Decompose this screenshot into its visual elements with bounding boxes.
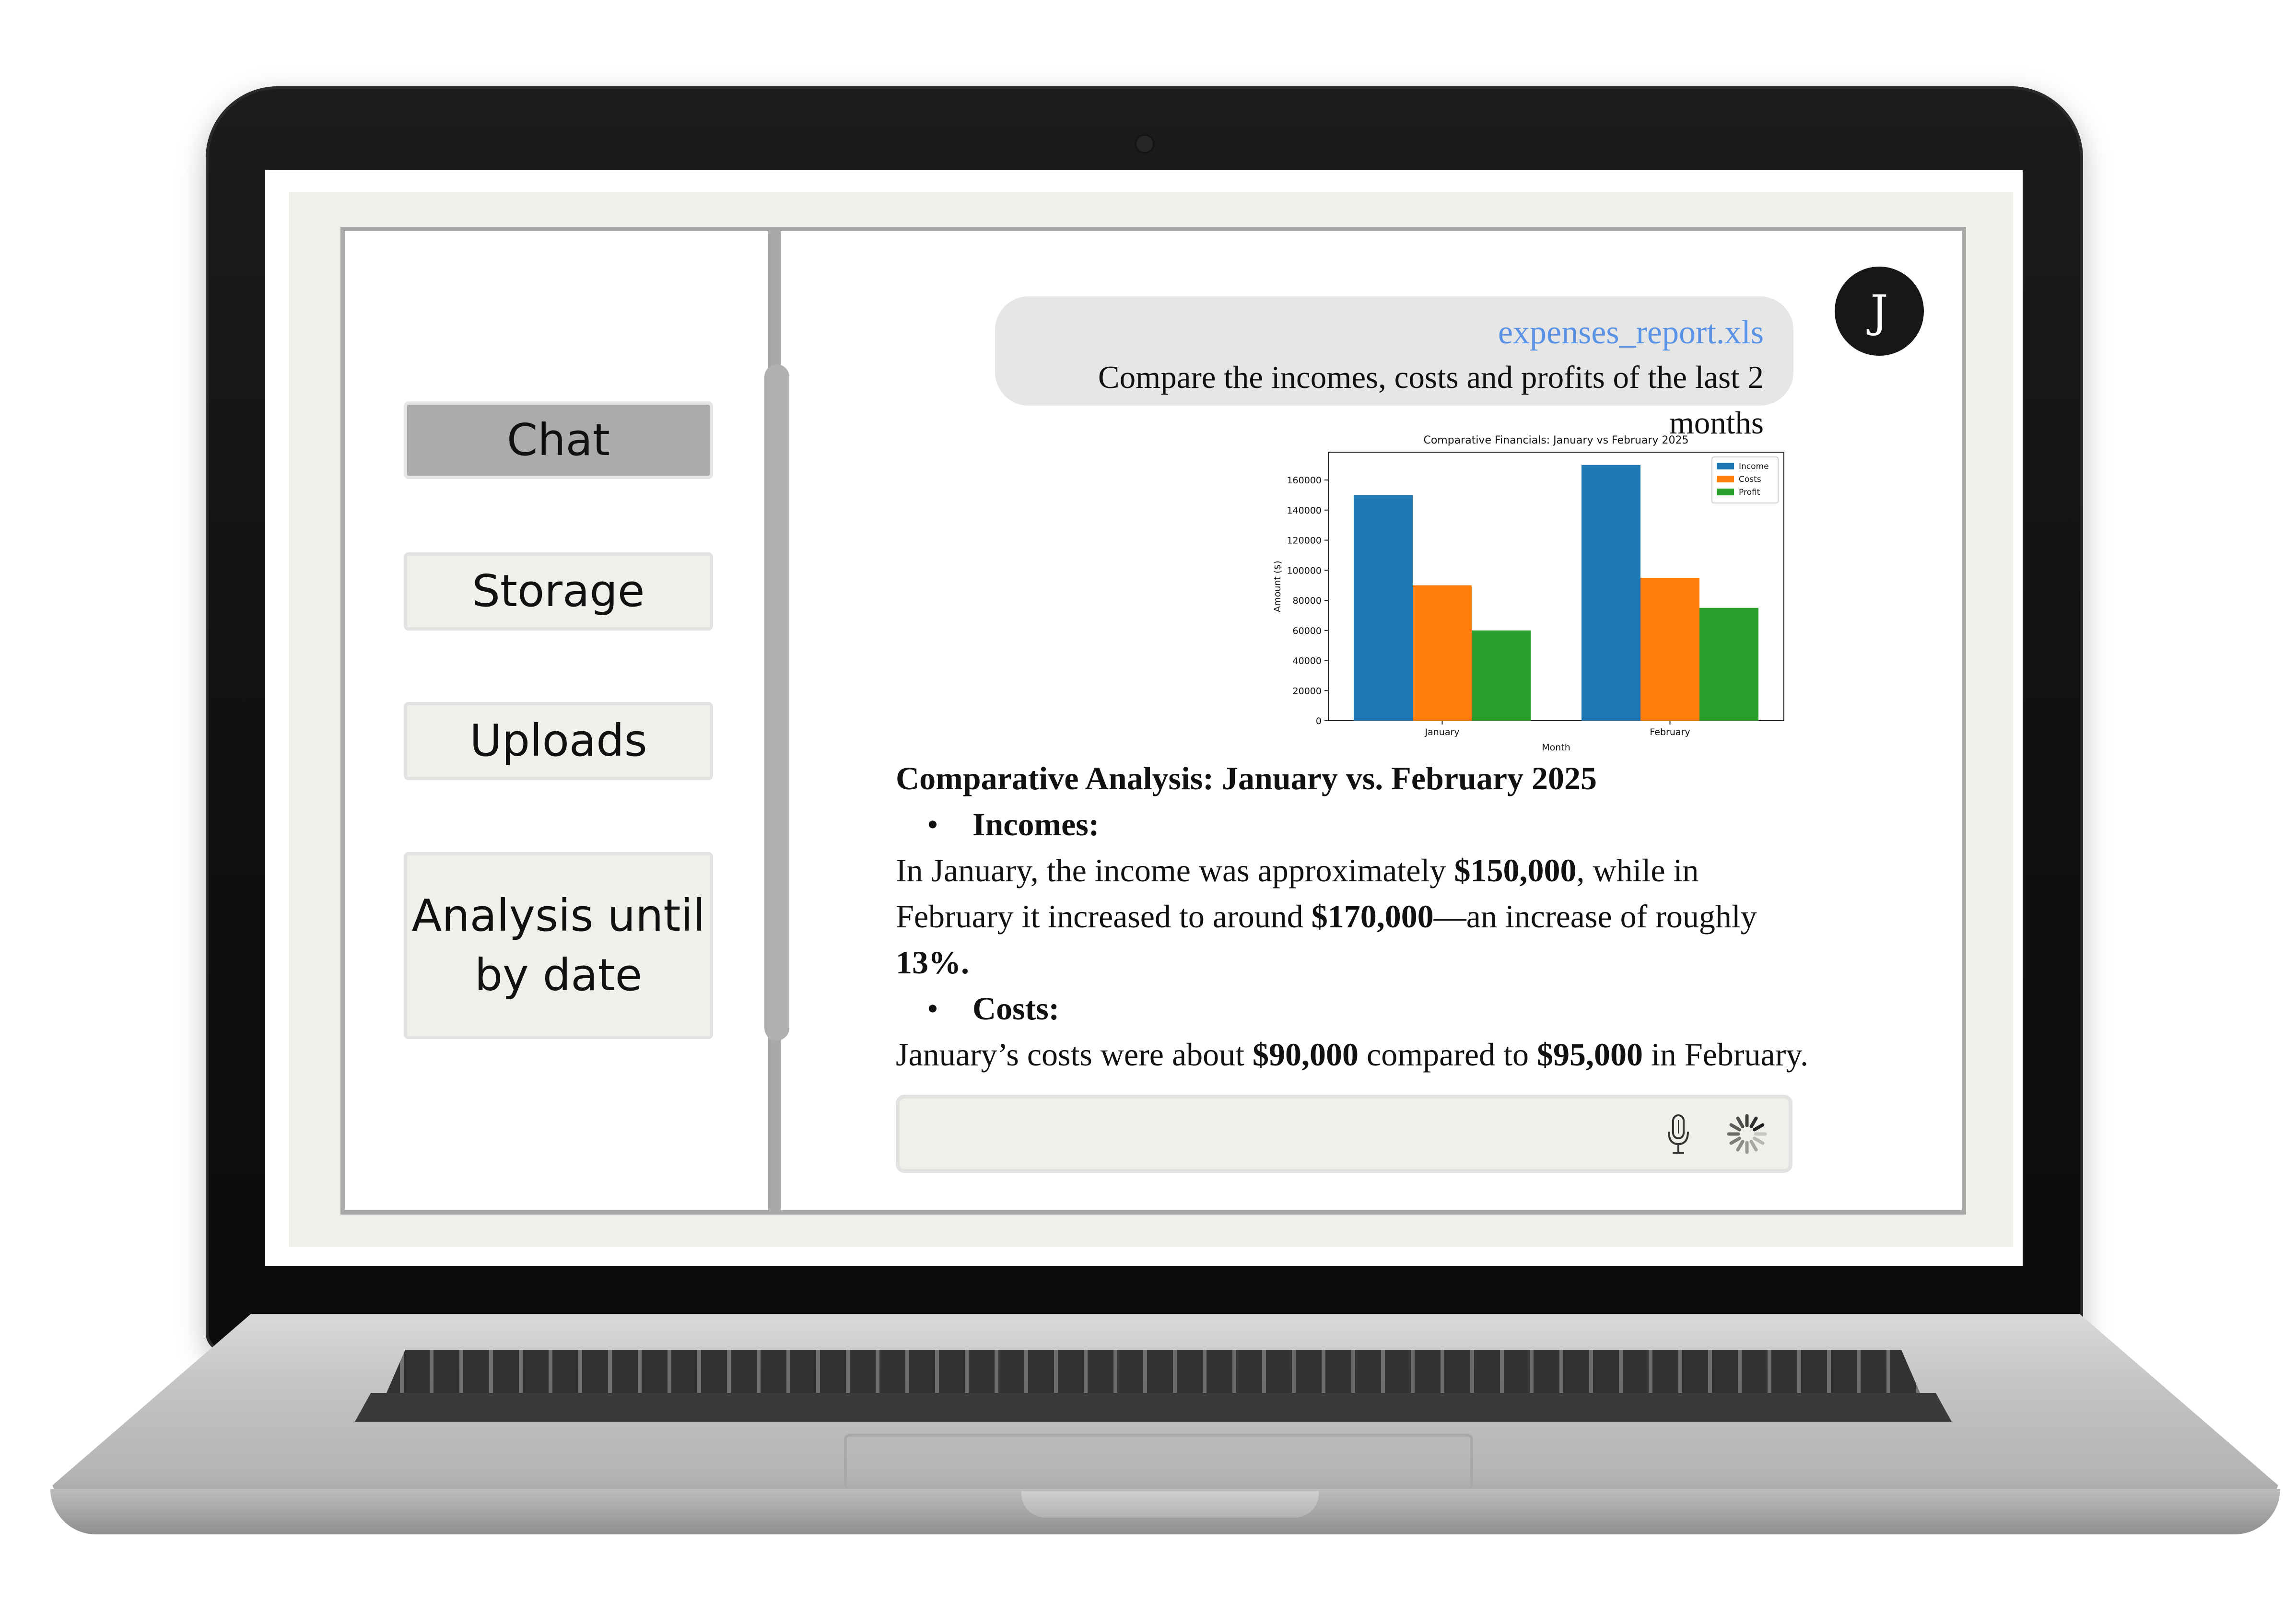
spinner-segment (1736, 1116, 1745, 1128)
keyboard-row (355, 1393, 1952, 1422)
microphone-icon[interactable] (1664, 1112, 1693, 1156)
y-tick-label: 60000 (1293, 626, 1322, 636)
sidebar-item-uploads[interactable]: Uploads (404, 702, 713, 780)
spinner-segment (1729, 1123, 1741, 1132)
spinner-segment (1736, 1140, 1745, 1152)
sidebar-item-label: Storage (472, 565, 645, 617)
sidebar-item-chat[interactable]: Chat (404, 401, 713, 479)
legend-label: Costs (1739, 475, 1761, 484)
bar-costs-february (1640, 577, 1699, 721)
costs-paragraph: January’s costs were about $90,000 compa… (896, 1036, 1808, 1073)
user-message-text: Compare the incomes, costs and profits o… (1098, 360, 1764, 441)
sidebar-item-label: Chat (507, 414, 610, 466)
bar-profit-february (1699, 608, 1758, 721)
y-tick-label: 80000 (1293, 596, 1322, 606)
y-tick-label: 140000 (1287, 505, 1322, 516)
chart-svg: Comparative Financials: January vs Febru… (1272, 434, 1784, 753)
answer-heading: Comparative Analysis: January vs. Februa… (896, 760, 1597, 796)
spinner-segment (1753, 1136, 1765, 1145)
sidebar-item-label: Uploads (469, 715, 647, 767)
y-tick-label: 120000 (1287, 536, 1322, 546)
legend-swatch (1717, 476, 1734, 482)
y-tick-label: 40000 (1293, 656, 1322, 667)
laptop-notch (1021, 1491, 1319, 1518)
y-tick-label: 160000 (1287, 475, 1322, 486)
legend-swatch (1717, 489, 1734, 495)
y-tick-label: 100000 (1287, 565, 1322, 576)
user-avatar[interactable]: J (1835, 267, 1924, 356)
attachment-link[interactable]: expenses_report.xls (1498, 314, 1764, 351)
bar-profit-january (1472, 630, 1531, 721)
spinner-segment (1749, 1140, 1758, 1152)
x-tick-label: February (1650, 727, 1690, 737)
trackpad (844, 1434, 1473, 1489)
x-tick-label: January (1424, 727, 1459, 737)
spinner-icon (1727, 1114, 1767, 1154)
bar-income-february (1581, 465, 1640, 721)
x-axis-label: Month (1542, 742, 1570, 753)
y-tick-label: 20000 (1293, 686, 1322, 696)
chart-title: Comparative Financials: January vs Febru… (1423, 434, 1688, 446)
incomes-paragraph: In January, the income was approximately… (896, 852, 1757, 981)
spinner-segment (1753, 1123, 1765, 1132)
spinner-segment (1729, 1136, 1741, 1145)
webcam (1136, 136, 1153, 152)
legend-swatch (1717, 463, 1734, 469)
chat-input[interactable] (896, 1095, 1792, 1173)
sidebar-item-label: Analysis until by date (411, 889, 705, 1001)
legend-label: Income (1739, 462, 1769, 471)
sidebar-item-analysis-by-date[interactable]: Analysis until by date (404, 852, 713, 1039)
y-tick-label: 0 (1316, 716, 1322, 726)
assistant-answer: Comparative Analysis: January vs. Februa… (896, 755, 1816, 1077)
costs-bullet: Costs: (896, 985, 1816, 1031)
incomes-bullet: Incomes: (896, 801, 1816, 847)
sidebar-scrollbar-thumb[interactable] (764, 364, 789, 1041)
bar-costs-january (1413, 585, 1472, 721)
sidebar-item-storage[interactable]: Storage (404, 552, 713, 631)
y-axis-label: Amount ($) (1272, 561, 1283, 612)
legend-label: Profit (1739, 488, 1760, 497)
spinner-segment (1749, 1116, 1758, 1128)
financial-chart: Comparative Financials: January vs Febru… (1266, 429, 1798, 760)
user-message-bubble: expenses_report.xls Compare the incomes,… (995, 296, 1793, 441)
bar-income-january (1354, 495, 1413, 721)
